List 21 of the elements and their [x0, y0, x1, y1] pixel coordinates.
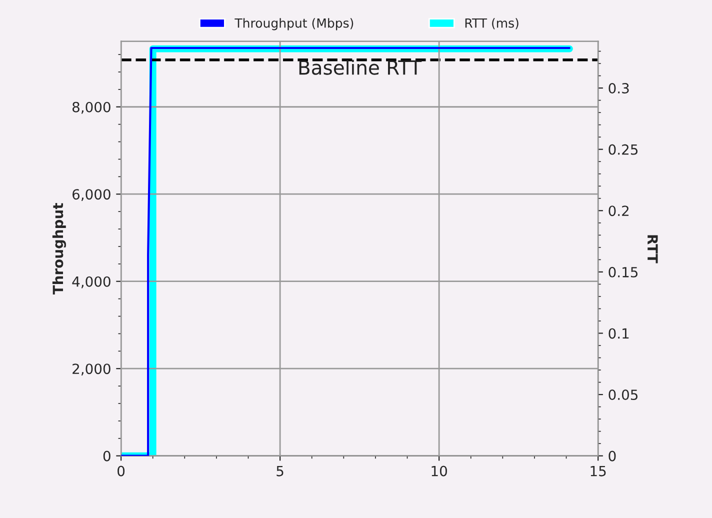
x-tick-label: 5 — [276, 466, 284, 476]
y-axis-title: Throughput — [52, 202, 66, 295]
legend-label: RTT (ms) — [465, 18, 518, 30]
y2-tick-label: 0.2 — [608, 206, 628, 216]
x-tick-label: 15 — [590, 466, 606, 476]
x-tick-label: 10 — [432, 466, 447, 476]
y2-tick-label: 0.25 — [608, 144, 638, 155]
y-tick-label: 0 — [103, 450, 110, 462]
y2-tick-label: 0.1 — [608, 328, 629, 339]
y-tick-label: 6,000 — [72, 189, 110, 202]
ref-line-label: Baseline RTT — [299, 60, 422, 75]
y-tick-label: 4,000 — [72, 276, 110, 288]
y2-tick-label: 0.05 — [608, 390, 638, 400]
y-tick-label: 8,000 — [72, 102, 110, 114]
legend-label: Throughput (Mbps) — [234, 18, 354, 30]
y2-tick-label: 0.3 — [608, 83, 629, 94]
y2-tick-label: 0.15 — [608, 266, 638, 278]
y2-tick-label: 0 — [608, 450, 616, 462]
y2-axis-title: RTT — [648, 235, 658, 264]
x-tick-label: 0 — [118, 466, 125, 476]
y-tick-label: 2,000 — [72, 364, 110, 376]
